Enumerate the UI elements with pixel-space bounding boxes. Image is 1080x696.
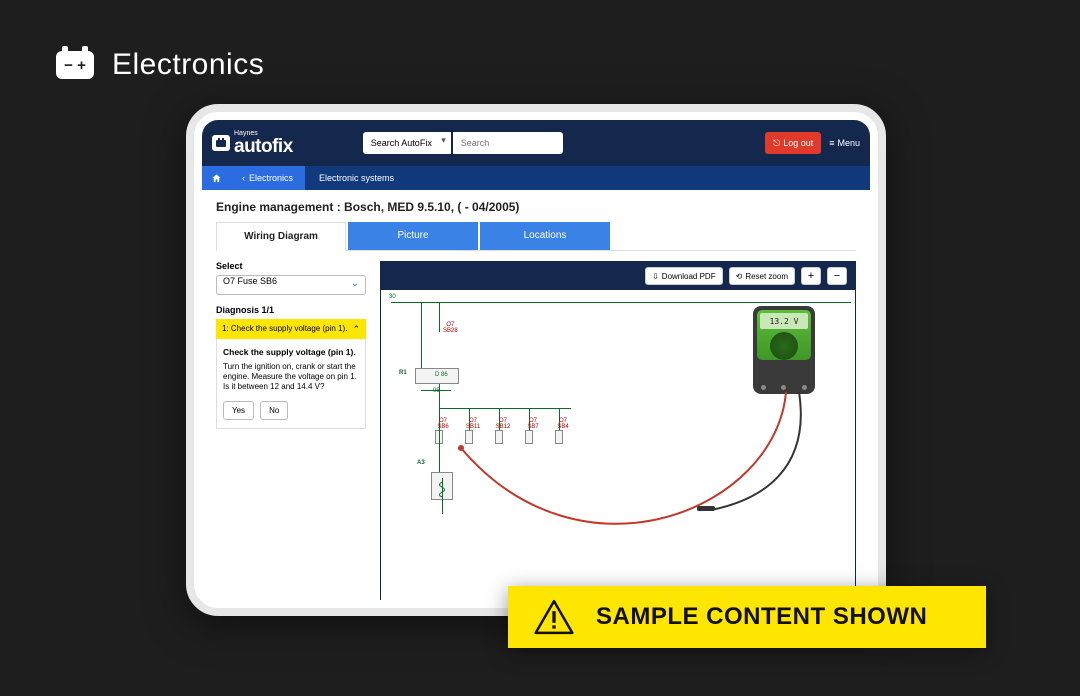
logo-icon <box>212 135 230 151</box>
wire <box>439 384 440 408</box>
fuse-label: O7 SB28 <box>443 322 458 334</box>
bus-line <box>391 302 851 303</box>
component-select[interactable]: O7 Fuse SB6 <box>216 275 366 295</box>
logo[interactable]: Haynes autofix <box>212 131 293 154</box>
multimeter-dial <box>770 332 798 360</box>
breadcrumb-back-label: Electronics <box>249 173 293 183</box>
topbar-right: ⎋ Log out ≡ Menu <box>765 132 860 154</box>
home-icon <box>211 173 222 184</box>
component-select-value: O7 Fuse SB6 <box>223 276 277 286</box>
diagnosis-step-text: Turn the ignition on, crank or start the… <box>223 362 357 392</box>
breadcrumb-bar: ‹ Electronics Electronic systems <box>202 166 870 190</box>
diagnosis-body: Check the supply voltage (pin 1). Turn t… <box>216 339 366 429</box>
multimeter-body: 13.2 V <box>753 306 815 394</box>
logo-text: Haynes autofix <box>234 131 293 154</box>
left-column: Select O7 Fuse SB6 Diagnosis 1/1 1: Chec… <box>216 261 366 600</box>
system-title: Engine management : Bosch, MED 9.5.10, (… <box>216 200 856 214</box>
zoom-out-button[interactable]: − <box>827 267 847 285</box>
yes-button[interactable]: Yes <box>223 401 254 420</box>
zoom-in-button[interactable]: + <box>801 267 821 285</box>
diagnosis-step-title: Check the supply voltage (pin 1). <box>223 347 359 358</box>
diagnosis-count: Diagnosis 1/1 <box>216 305 366 315</box>
breadcrumb-current: Electronic systems <box>305 173 408 183</box>
multimeter-ports <box>753 385 815 390</box>
breadcrumb-back[interactable]: ‹ Electronics <box>230 166 305 190</box>
download-label: Download PDF <box>662 272 716 281</box>
tab-picture[interactable]: Picture <box>348 222 478 250</box>
fuse-label: O7SB12 <box>491 418 515 430</box>
wire <box>439 302 440 332</box>
app-screen: Haynes autofix Search AutoFix ⎋ Log out <box>202 120 870 600</box>
multimeter-reading: 13.2 V <box>760 313 808 329</box>
diagram-panel: ⇩ Download PDF ⟲ Reset zoom + − 30 <box>380 261 856 600</box>
sample-banner: SAMPLE CONTENT SHOWN <box>508 586 986 648</box>
fuse-box <box>525 430 533 444</box>
page-header: − + Electronics <box>56 48 264 82</box>
fuse-box <box>495 430 503 444</box>
wire <box>421 390 451 391</box>
sample-banner-text: SAMPLE CONTENT SHOWN <box>596 603 927 631</box>
fuse-box <box>555 430 563 444</box>
download-icon: ⇩ <box>652 272 659 281</box>
wire <box>439 430 440 478</box>
logo-big: autofix <box>234 138 293 155</box>
logout-label: Log out <box>783 138 813 148</box>
select-label: Select <box>216 261 366 271</box>
menu-button[interactable]: ≡ Menu <box>829 138 860 148</box>
reset-icon: ⟲ <box>736 272 743 281</box>
fuse-box <box>465 430 473 444</box>
menu-label: Menu <box>837 138 860 148</box>
yes-no-group: Yes No <box>223 401 359 420</box>
content: Engine management : Bosch, MED 9.5.10, (… <box>202 190 870 600</box>
r1-sub: D 86 <box>435 372 448 378</box>
logout-button[interactable]: ⎋ Log out <box>765 132 821 154</box>
battery-icon: − + <box>56 51 94 79</box>
no-button[interactable]: No <box>260 401 288 420</box>
reset-label: Reset zoom <box>745 272 788 281</box>
search-group: Search AutoFix <box>363 132 563 154</box>
r1-label: R1 <box>399 370 407 376</box>
multimeter-face: 13.2 V <box>757 310 811 360</box>
fuse-label: O7SB11 <box>461 418 485 430</box>
reset-zoom-button[interactable]: ⟲ Reset zoom <box>729 267 795 285</box>
warning-icon <box>534 599 574 635</box>
coil-icon <box>436 482 448 502</box>
topbar: Haynes autofix Search AutoFix ⎋ Log out <box>202 120 870 166</box>
search-scope-select[interactable]: Search AutoFix <box>363 132 451 154</box>
fuse-label: O7SB4 <box>551 418 575 430</box>
fuse-label: O7SB7 <box>521 418 545 430</box>
bus-label: 30 <box>389 294 396 300</box>
search-input[interactable] <box>453 132 563 154</box>
breadcrumb-home[interactable] <box>202 166 230 190</box>
wire <box>421 302 422 374</box>
person-icon: ⎋ <box>773 138 780 149</box>
page-title: Electronics <box>112 48 264 82</box>
diagram-canvas[interactable]: 30 O7 SB28 R1 D 86 95 <box>381 290 855 600</box>
tablet-frame: Haynes autofix Search AutoFix ⎋ Log out <box>186 104 886 616</box>
tab-wiring[interactable]: Wiring Diagram <box>216 222 346 251</box>
fuse-label: O7SB6 <box>431 418 455 430</box>
wire <box>439 408 571 409</box>
search-scope-wrap: Search AutoFix <box>363 132 451 154</box>
download-pdf-button[interactable]: ⇩ Download PDF <box>645 267 723 285</box>
diagram-toolbar: ⇩ Download PDF ⟲ Reset zoom + − <box>381 262 855 290</box>
tab-locations[interactable]: Locations <box>480 222 610 250</box>
multimeter: 13.2 V <box>753 306 815 394</box>
tabs: Wiring Diagram Picture Locations <box>216 222 856 251</box>
a3-label: A3 <box>417 460 425 466</box>
diagnosis-step-header[interactable]: 1: Check the supply voltage (pin 1). <box>216 319 366 339</box>
hamburger-icon: ≡ <box>829 138 834 148</box>
chevron-left-icon: ‹ <box>242 173 245 183</box>
body-columns: Select O7 Fuse SB6 Diagnosis 1/1 1: Chec… <box>216 261 856 600</box>
